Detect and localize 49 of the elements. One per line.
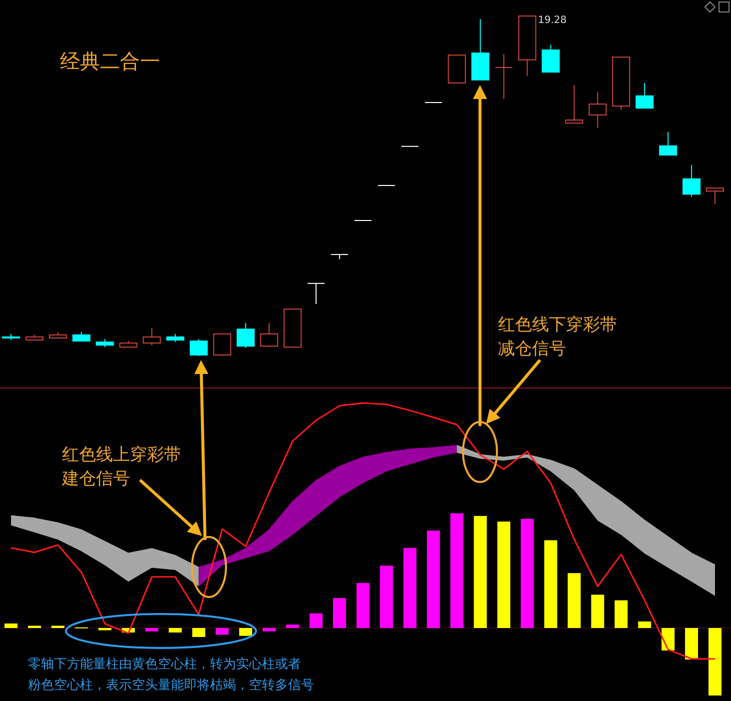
bar (450, 513, 464, 628)
candlestick (588, 92, 607, 128)
bar (4, 624, 18, 628)
bar (614, 600, 628, 628)
bar (145, 628, 158, 632)
candlestick (682, 164, 701, 198)
bar (286, 624, 300, 628)
annotation: 红色线上穿彩带 (62, 445, 181, 465)
candlestick (72, 331, 90, 342)
candlestick (706, 188, 724, 205)
annotation: 减仓信号 (498, 339, 566, 359)
bar (310, 613, 323, 628)
bar (544, 540, 558, 628)
bar (591, 594, 604, 628)
bar (426, 530, 440, 628)
candlestick (565, 84, 584, 124)
text: 经典二合一 (60, 49, 160, 73)
candlestick (142, 328, 161, 346)
bar (520, 518, 534, 628)
bar (380, 566, 393, 628)
bar (662, 628, 675, 650)
bar (333, 598, 346, 628)
candlestick (542, 44, 560, 73)
candlestick (213, 333, 232, 356)
candlestick (659, 131, 678, 156)
annotation: 红色线下穿彩带 (498, 315, 617, 335)
bar (356, 583, 370, 628)
candlestick (236, 322, 255, 348)
candlestick (495, 54, 512, 100)
annotation: 粉色空心柱，表示空头量能即将枯竭，空转多信号 (28, 677, 314, 693)
candlestick (308, 282, 325, 304)
bar (239, 628, 252, 636)
annotation: 零轴下方能量柱由黄色空心柱，转为实心柱或者 (28, 656, 301, 672)
bar (192, 628, 206, 637)
bar (403, 548, 416, 628)
annotation: 19.28 (538, 15, 567, 26)
candlestick (260, 322, 278, 348)
bar (685, 628, 698, 660)
candlestick (636, 82, 654, 109)
bar (638, 621, 652, 628)
bar (497, 522, 510, 628)
bar (568, 573, 581, 628)
bar (474, 516, 487, 628)
bar (216, 628, 229, 635)
annotation: 建仓信号 (61, 469, 130, 489)
bar (168, 628, 182, 632)
bar (708, 628, 722, 696)
candlestick (190, 338, 208, 356)
bar (262, 628, 276, 632)
